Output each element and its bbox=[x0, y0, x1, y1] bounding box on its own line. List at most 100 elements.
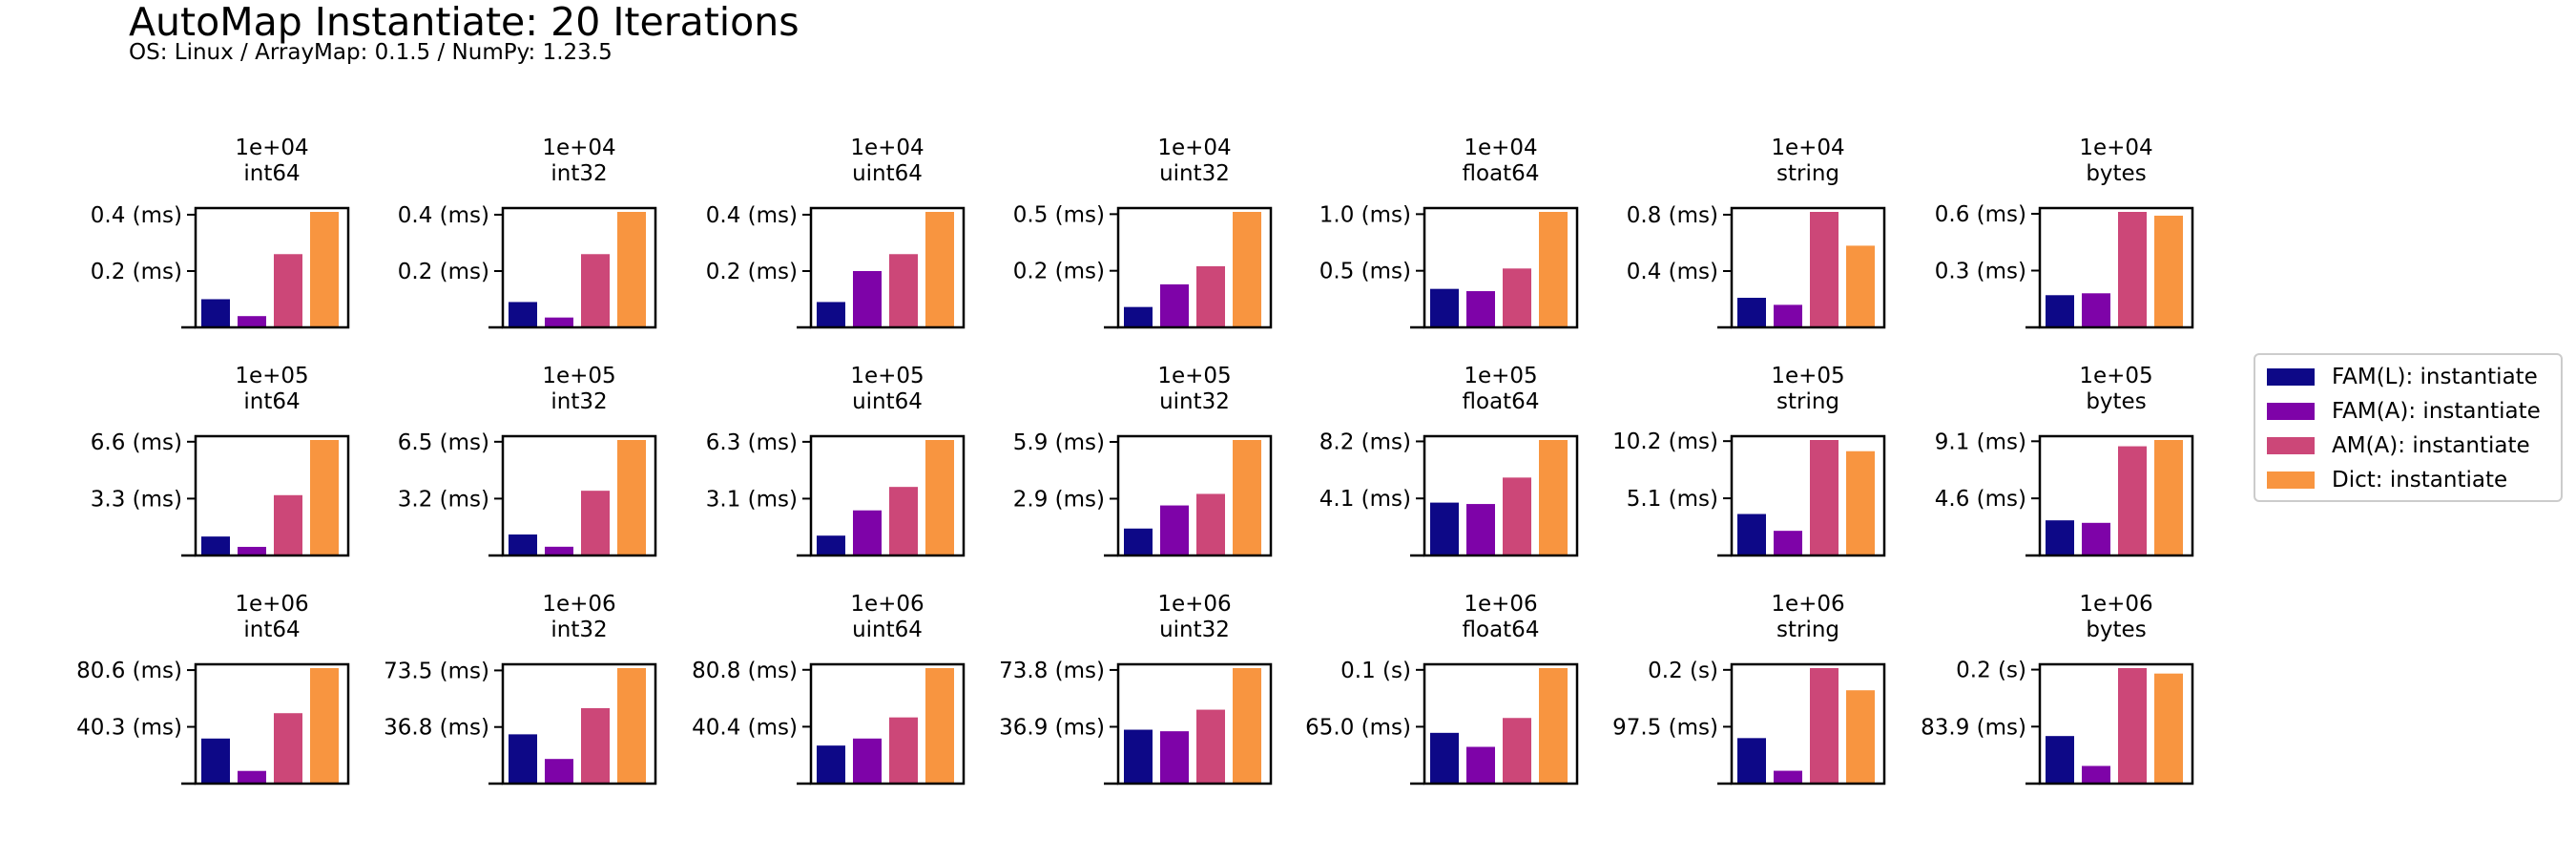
bar-am-a bbox=[581, 707, 610, 784]
y-tick-label: 0.6 (ms) bbox=[1935, 202, 2026, 227]
bar-fam-l bbox=[201, 738, 230, 784]
legend-item-fam-l: FAM(L): instantiate bbox=[2267, 363, 2538, 391]
bar-am-a bbox=[1503, 268, 1531, 327]
y-tick-label: 0.2 (s) bbox=[1648, 659, 1718, 683]
y-tick-label: 0.2 (ms) bbox=[91, 260, 182, 284]
bar-fam-a bbox=[1160, 731, 1189, 784]
bar-fam-l bbox=[1430, 288, 1459, 327]
bar-dict bbox=[1846, 690, 1875, 784]
panel-title-dtype: uint32 bbox=[1159, 161, 1230, 186]
y-tick-label: 9.1 (ms) bbox=[1935, 430, 2026, 454]
panel-title-dtype: int32 bbox=[551, 389, 607, 414]
panel-frame bbox=[1116, 662, 1273, 786]
bar-am-a bbox=[581, 254, 610, 327]
bar-am-a bbox=[2118, 212, 2147, 327]
panel-title-size: 1e+04 bbox=[850, 136, 924, 160]
bar-dict bbox=[1846, 245, 1875, 327]
y-tick-label: 83.9 (ms) bbox=[1921, 715, 2026, 740]
bar-fam-a bbox=[1466, 504, 1495, 555]
bar-dict bbox=[1233, 440, 1261, 555]
bar-am-a bbox=[2118, 668, 2147, 784]
bar-am-a bbox=[889, 717, 918, 784]
bar-fam-a bbox=[1774, 304, 1802, 327]
panel-title-size: 1e+06 bbox=[1157, 592, 1231, 617]
y-tick-label: 0.2 (ms) bbox=[398, 260, 489, 284]
panel-title-size: 1e+05 bbox=[1464, 364, 1537, 388]
y-tick-label: 36.8 (ms) bbox=[384, 716, 489, 741]
bar-dict bbox=[310, 212, 339, 327]
legend-swatch-dict bbox=[2267, 471, 2315, 489]
panel-title-size: 1e+05 bbox=[542, 364, 615, 388]
y-tick-label: 0.5 (ms) bbox=[1013, 202, 1105, 227]
bar-am-a bbox=[274, 494, 302, 555]
bar-dict bbox=[2154, 673, 2183, 784]
panel-frame bbox=[501, 434, 657, 557]
panel-title-dtype: uint64 bbox=[852, 389, 923, 414]
bar-dict bbox=[617, 440, 646, 555]
panel-title-size: 1e+04 bbox=[235, 136, 308, 160]
panel-title-dtype: bytes bbox=[2086, 389, 2146, 414]
bar-am-a bbox=[1196, 709, 1225, 784]
y-tick-label: 10.2 (ms) bbox=[1612, 430, 1718, 454]
bar-fam-l bbox=[1124, 729, 1153, 784]
bar-fam-l bbox=[2046, 295, 2074, 327]
y-tick-label: 1.0 (ms) bbox=[1319, 202, 1411, 227]
bar-dict bbox=[1233, 668, 1261, 784]
chart-subtitle: OS: Linux / ArrayMap: 0.1.5 / NumPy: 1.2… bbox=[129, 40, 613, 65]
bar-fam-l bbox=[509, 302, 537, 327]
panel-title-dtype: float64 bbox=[1463, 618, 1540, 642]
panel-frame bbox=[501, 206, 657, 329]
bar-fam-a bbox=[853, 270, 882, 327]
y-tick-label: 0.3 (ms) bbox=[1935, 259, 2026, 283]
bar-dict bbox=[2154, 440, 2183, 555]
bar-fam-l bbox=[201, 536, 230, 555]
bar-dict bbox=[1233, 212, 1261, 327]
panel-frame bbox=[809, 662, 966, 786]
bar-fam-a bbox=[1160, 283, 1189, 327]
y-tick-label: 65.0 (ms) bbox=[1305, 715, 1411, 740]
legend-swatch-fam-l bbox=[2267, 368, 2315, 386]
panel-title-size: 1e+04 bbox=[2079, 136, 2152, 160]
legend-label: FAM(A): instantiate bbox=[2332, 399, 2541, 424]
panel-title-dtype: int32 bbox=[551, 161, 607, 186]
panel-frame bbox=[501, 662, 657, 786]
panel-title-dtype: float64 bbox=[1463, 389, 1540, 414]
legend-item-fam-a: FAM(A): instantiate bbox=[2267, 397, 2541, 426]
panel-title-size: 1e+05 bbox=[850, 364, 924, 388]
bar-fam-a bbox=[238, 546, 266, 555]
y-tick-label: 3.1 (ms) bbox=[706, 487, 798, 512]
y-tick-label: 0.4 (ms) bbox=[91, 203, 182, 228]
bar-fam-l bbox=[1430, 732, 1459, 784]
y-tick-label: 0.1 (s) bbox=[1340, 659, 1411, 683]
panel-title-dtype: bytes bbox=[2086, 161, 2146, 186]
panel-title-size: 1e+06 bbox=[1464, 592, 1537, 617]
panel-frame bbox=[2038, 434, 2194, 557]
y-tick-label: 0.4 (ms) bbox=[706, 203, 798, 228]
panel-title-dtype: string bbox=[1776, 161, 1839, 186]
y-tick-label: 6.6 (ms) bbox=[91, 430, 182, 455]
bar-am-a bbox=[889, 487, 918, 555]
y-tick-label: 5.1 (ms) bbox=[1627, 487, 1718, 512]
bar-fam-l bbox=[1124, 528, 1153, 555]
bar-dict bbox=[310, 668, 339, 784]
bar-fam-a bbox=[238, 770, 266, 784]
panel-frame bbox=[1730, 434, 1886, 557]
y-tick-label: 80.8 (ms) bbox=[692, 659, 798, 683]
bar-fam-a bbox=[853, 510, 882, 555]
bar-fam-a bbox=[2082, 293, 2110, 327]
y-tick-label: 0.2 (ms) bbox=[706, 260, 798, 284]
panel-title-size: 1e+05 bbox=[1771, 364, 1844, 388]
y-tick-label: 73.8 (ms) bbox=[999, 659, 1105, 683]
panel-frame bbox=[809, 434, 966, 557]
bar-fam-l bbox=[1737, 513, 1766, 555]
bar-am-a bbox=[2118, 446, 2147, 555]
bar-fam-l bbox=[817, 745, 845, 784]
panel-frame bbox=[194, 434, 350, 557]
